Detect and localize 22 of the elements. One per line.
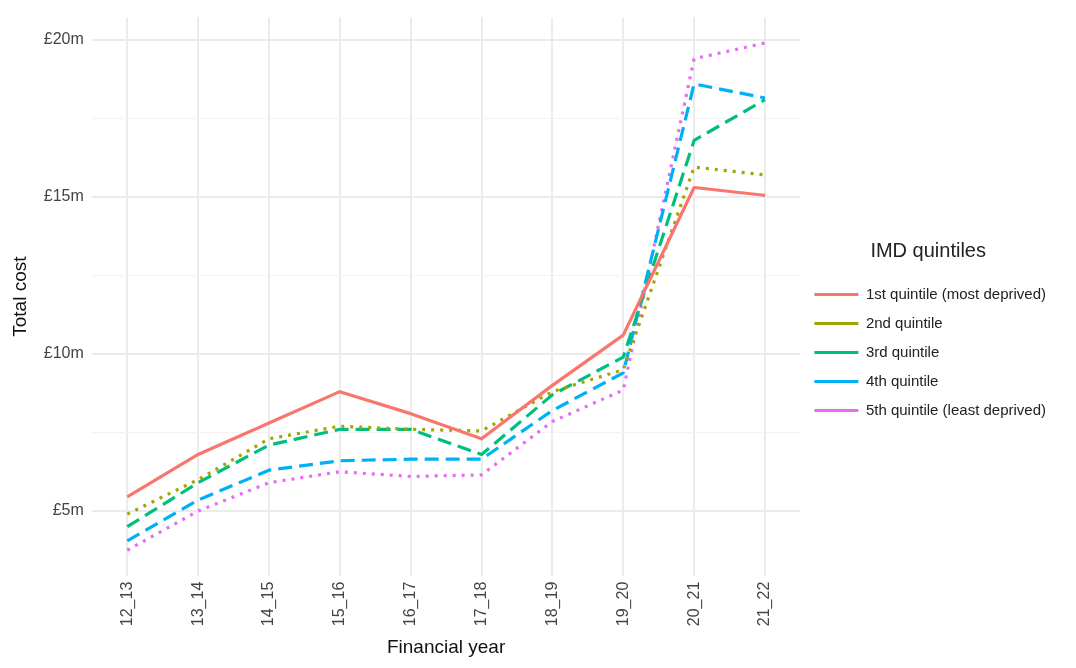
x-tick-label: 12_13 [117,581,136,627]
legend-label: 2nd quintile [865,313,943,331]
legend-label: 3rd quintile [865,342,940,360]
y-tick-label: £5m [52,501,84,519]
legend-label: 5th quintile (least deprived) [865,400,1047,418]
legend-label: 4th quintile [865,371,939,389]
x-tick-label: 18_19 [542,581,561,627]
y-tick-label: £15m [43,187,84,205]
legend-label: 1st quintile (most deprived) [865,284,1046,302]
x-axis-title: Financial year [386,635,506,657]
y-tick-label: £10m [43,344,84,362]
x-tick-label: 20_21 [684,581,703,627]
x-tick-label: 19_20 [613,581,632,627]
y-axis-title: Total cost [8,255,30,337]
x-tick-label: 17_18 [471,581,490,627]
x-tick-label: 13_14 [188,581,207,627]
x-tick-label: 15_16 [330,581,349,627]
y-tick-label: £20m [43,30,84,48]
legend-title: IMD quintiles [870,238,986,261]
x-tick-label: 14_15 [259,581,278,627]
x-tick-label: 16_17 [401,581,420,627]
x-tick-label: 21_22 [755,581,774,627]
